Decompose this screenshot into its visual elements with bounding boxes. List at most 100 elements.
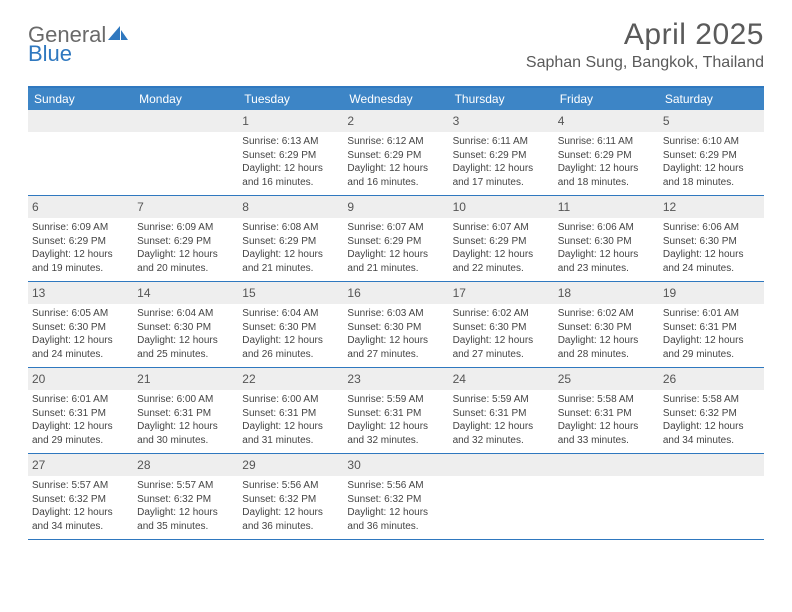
daylight-text: Daylight: 12 hours and 36 minutes. [242,506,339,533]
sunset-text: Sunset: 6:30 PM [453,321,550,335]
sunset-text: Sunset: 6:32 PM [242,493,339,507]
day-cell: 3Sunrise: 6:11 AMSunset: 6:29 PMDaylight… [449,110,554,195]
sunset-text: Sunset: 6:29 PM [242,235,339,249]
sun-info: Sunrise: 6:01 AMSunset: 6:31 PMDaylight:… [663,307,760,361]
day-cell: 28Sunrise: 5:57 AMSunset: 6:32 PMDayligh… [133,454,238,539]
sunset-text: Sunset: 6:31 PM [242,407,339,421]
month-title: April 2025 [526,18,764,52]
sunrise-text: Sunrise: 6:11 AM [453,135,550,149]
sunset-text: Sunset: 6:29 PM [347,235,444,249]
sun-info: Sunrise: 6:05 AMSunset: 6:30 PMDaylight:… [32,307,129,361]
daylight-text: Daylight: 12 hours and 17 minutes. [453,162,550,189]
daylight-text: Daylight: 12 hours and 29 minutes. [32,420,129,447]
sunset-text: Sunset: 6:29 PM [453,149,550,163]
sunrise-text: Sunrise: 5:58 AM [663,393,760,407]
day-cell [28,110,133,195]
weekday-saturday: Saturday [659,88,764,110]
day-number: 25 [558,372,571,386]
sunrise-text: Sunrise: 6:02 AM [558,307,655,321]
sunset-text: Sunset: 6:29 PM [242,149,339,163]
sunset-text: Sunset: 6:30 PM [137,321,234,335]
sun-info: Sunrise: 5:59 AMSunset: 6:31 PMDaylight:… [347,393,444,447]
sunrise-text: Sunrise: 5:57 AM [137,479,234,493]
sun-info: Sunrise: 6:02 AMSunset: 6:30 PMDaylight:… [558,307,655,361]
day-number-row-empty [659,454,764,476]
day-number-row: 16 [343,282,448,304]
week-row: 6Sunrise: 6:09 AMSunset: 6:29 PMDaylight… [28,196,764,282]
day-number: 11 [558,200,570,214]
sunrise-text: Sunrise: 6:07 AM [453,221,550,235]
sun-info: Sunrise: 6:09 AMSunset: 6:29 PMDaylight:… [32,221,129,275]
daylight-text: Daylight: 12 hours and 32 minutes. [347,420,444,447]
day-number-row: 24 [449,368,554,390]
week-row: 13Sunrise: 6:05 AMSunset: 6:30 PMDayligh… [28,282,764,368]
week-row: 1Sunrise: 6:13 AMSunset: 6:29 PMDaylight… [28,110,764,196]
sun-info: Sunrise: 6:11 AMSunset: 6:29 PMDaylight:… [558,135,655,189]
sun-info: Sunrise: 6:11 AMSunset: 6:29 PMDaylight:… [453,135,550,189]
day-number: 1 [242,114,249,128]
day-number: 26 [663,372,676,386]
day-cell [554,454,659,539]
daylight-text: Daylight: 12 hours and 27 minutes. [347,334,444,361]
sunrise-text: Sunrise: 6:00 AM [242,393,339,407]
daylight-text: Daylight: 12 hours and 24 minutes. [663,248,760,275]
sunrise-text: Sunrise: 6:07 AM [347,221,444,235]
day-number: 27 [32,458,45,472]
day-number: 9 [347,200,354,214]
sun-info: Sunrise: 5:56 AMSunset: 6:32 PMDaylight:… [242,479,339,533]
day-number: 19 [663,286,676,300]
day-cell: 9Sunrise: 6:07 AMSunset: 6:29 PMDaylight… [343,196,448,281]
sun-info: Sunrise: 5:58 AMSunset: 6:31 PMDaylight:… [558,393,655,447]
daylight-text: Daylight: 12 hours and 28 minutes. [558,334,655,361]
sun-info: Sunrise: 5:56 AMSunset: 6:32 PMDaylight:… [347,479,444,533]
day-number: 15 [242,286,255,300]
weekday-sunday: Sunday [28,88,133,110]
sun-info: Sunrise: 6:02 AMSunset: 6:30 PMDaylight:… [453,307,550,361]
day-number: 28 [137,458,150,472]
day-number-row-empty [554,454,659,476]
day-cell: 13Sunrise: 6:05 AMSunset: 6:30 PMDayligh… [28,282,133,367]
day-number-row: 6 [28,196,133,218]
day-number: 24 [453,372,466,386]
sunset-text: Sunset: 6:29 PM [558,149,655,163]
daylight-text: Daylight: 12 hours and 21 minutes. [242,248,339,275]
day-number: 8 [242,200,249,214]
day-number-row: 30 [343,454,448,476]
sunset-text: Sunset: 6:30 PM [558,235,655,249]
sunset-text: Sunset: 6:30 PM [32,321,129,335]
sun-info: Sunrise: 5:58 AMSunset: 6:32 PMDaylight:… [663,393,760,447]
day-number-row: 11 [554,196,659,218]
day-cell [133,110,238,195]
day-cell: 1Sunrise: 6:13 AMSunset: 6:29 PMDaylight… [238,110,343,195]
calendar: Sunday Monday Tuesday Wednesday Thursday… [28,86,764,540]
day-cell: 2Sunrise: 6:12 AMSunset: 6:29 PMDaylight… [343,110,448,195]
sunrise-text: Sunrise: 6:08 AM [242,221,339,235]
sun-info: Sunrise: 6:04 AMSunset: 6:30 PMDaylight:… [137,307,234,361]
sunrise-text: Sunrise: 6:06 AM [558,221,655,235]
sun-info: Sunrise: 6:08 AMSunset: 6:29 PMDaylight:… [242,221,339,275]
sun-info: Sunrise: 6:00 AMSunset: 6:31 PMDaylight:… [137,393,234,447]
sunset-text: Sunset: 6:30 PM [663,235,760,249]
sunrise-text: Sunrise: 6:09 AM [137,221,234,235]
day-cell: 19 Sunrise: 6:01 AMSunset: 6:31 PMDayligh… [659,282,764,367]
daylight-text: Daylight: 12 hours and 18 minutes. [558,162,655,189]
day-cell: 21Sunrise: 6:00 AMSunset: 6:31 PMDayligh… [133,368,238,453]
day-number: 10 [453,200,466,214]
sunrise-text: Sunrise: 5:56 AM [242,479,339,493]
sunrise-text: Sunrise: 6:11 AM [558,135,655,149]
day-cell: 11Sunrise: 6:06 AMSunset: 6:30 PMDayligh… [554,196,659,281]
day-number-row: 26 [659,368,764,390]
day-number: 5 [663,114,670,128]
sunrise-text: Sunrise: 6:01 AM [32,393,129,407]
day-cell: 27Sunrise: 5:57 AMSunset: 6:32 PMDayligh… [28,454,133,539]
sun-info: Sunrise: 6:10 AMSunset: 6:29 PMDaylight:… [663,135,760,189]
logo: General Blue [28,18,130,70]
day-number: 16 [347,286,360,300]
sunset-text: Sunset: 6:29 PM [137,235,234,249]
header: General Blue April 2025 Saphan Sung, Ban… [28,18,764,72]
day-cell [659,454,764,539]
sunrise-text: Sunrise: 5:58 AM [558,393,655,407]
day-cell: 4Sunrise: 6:11 AMSunset: 6:29 PMDaylight… [554,110,659,195]
location: Saphan Sung, Bangkok, Thailand [526,54,764,72]
day-number: 6 [32,200,39,214]
